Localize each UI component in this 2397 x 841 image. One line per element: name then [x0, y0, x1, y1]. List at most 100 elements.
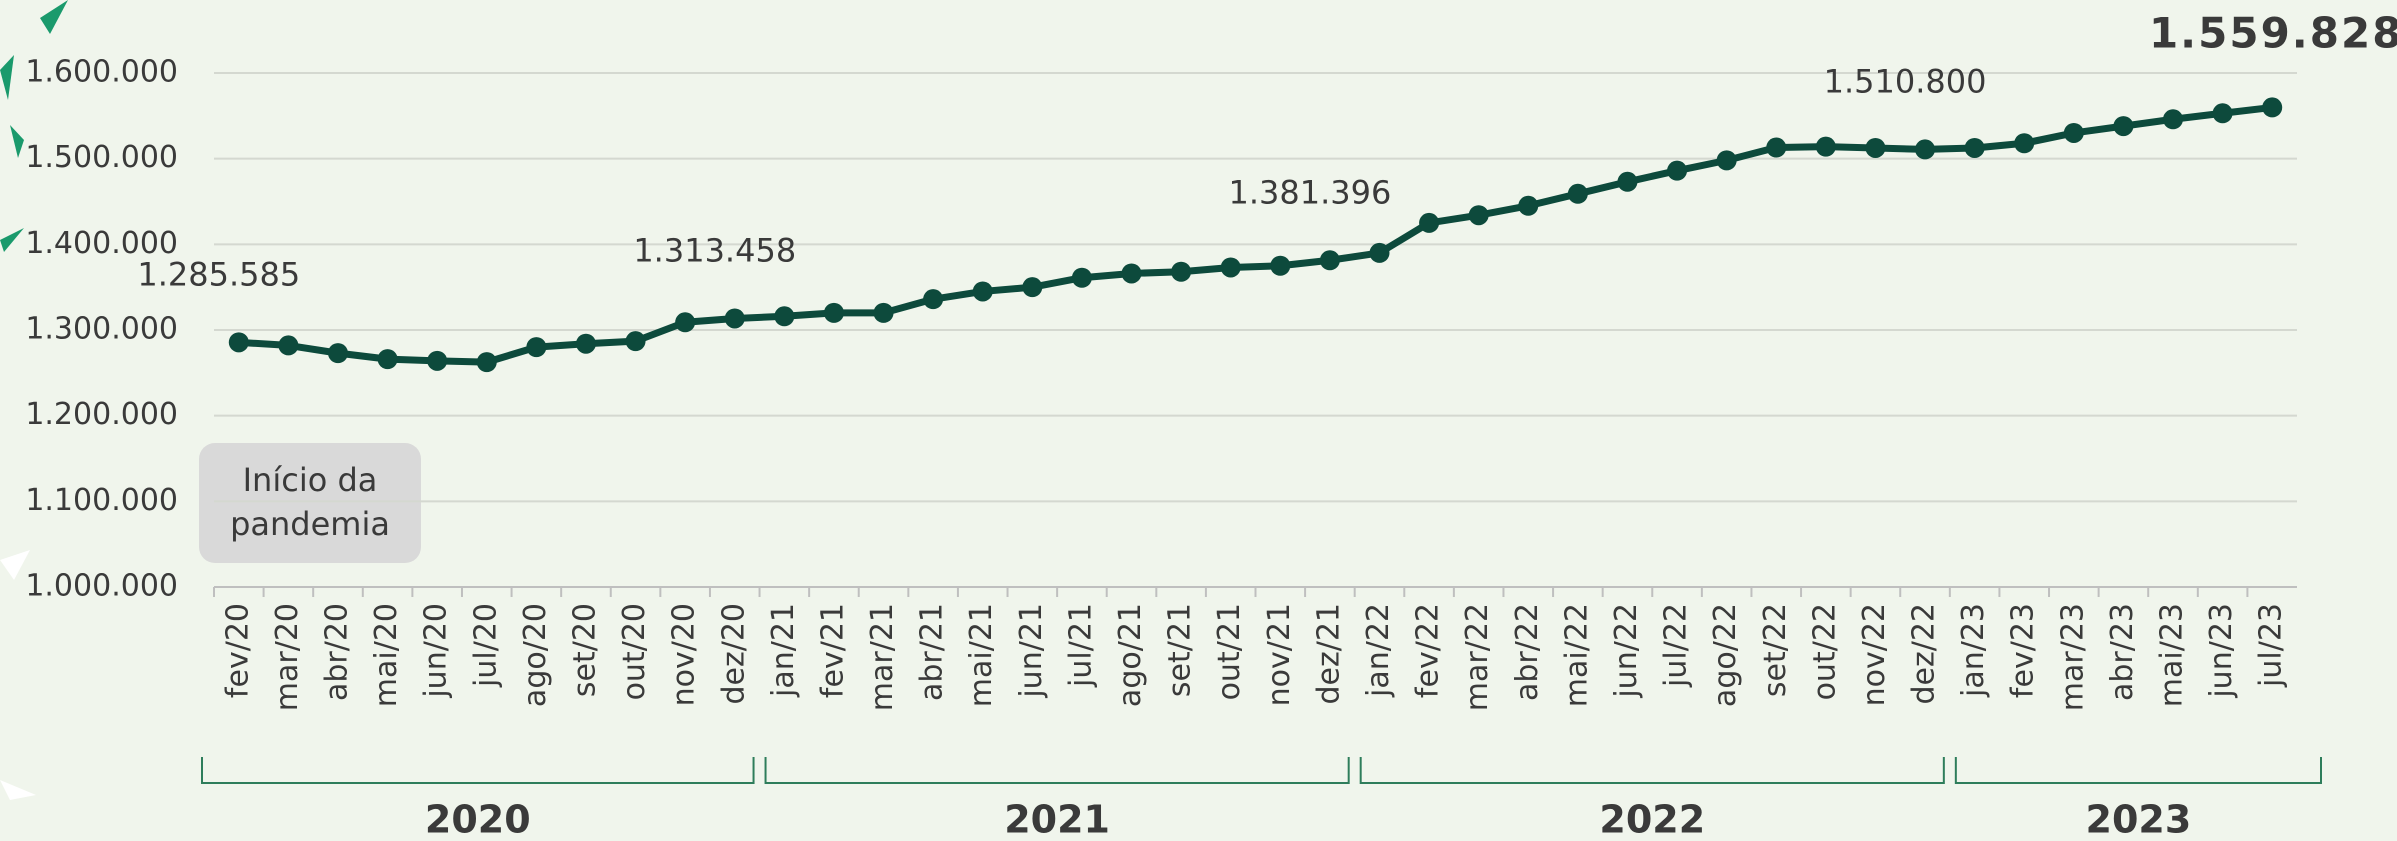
x-tick-label: jan/23	[1956, 603, 1991, 698]
x-tick-label: dez/22	[1907, 603, 1942, 705]
x-tick-label: ago/20	[518, 603, 553, 707]
chart: Início da pandemia 1.000.000 1.100.000 1.2…	[0, 0, 2397, 841]
y-tick-label: 1.500.000	[25, 140, 178, 175]
point	[2262, 97, 2282, 117]
point	[1221, 257, 1241, 277]
year-label: 2021	[1004, 798, 1110, 841]
point	[278, 335, 298, 355]
x-tick-label: set/21	[1163, 603, 1198, 697]
x-tick-label: abr/23	[2105, 603, 2140, 701]
x-tick-label: mar/22	[1460, 603, 1495, 711]
x-tick-label: jul/23	[2254, 603, 2289, 688]
x-tick-label: jun/20	[419, 603, 454, 699]
point	[2064, 123, 2084, 143]
annotation-text: pandemia	[230, 505, 390, 543]
value-label: 1.559.828	[2149, 9, 2397, 58]
leaf	[0, 55, 14, 100]
x-tick-label: jun/22	[1609, 603, 1644, 699]
point	[576, 334, 596, 354]
x-tick-label: mar/23	[2055, 603, 2090, 711]
point	[2213, 103, 2233, 123]
point	[2113, 116, 2133, 136]
x-tick-label: mai/20	[369, 603, 404, 707]
x-tick-label: set/22	[1758, 603, 1793, 697]
x-tick-label: abr/22	[1510, 603, 1545, 701]
point	[526, 337, 546, 357]
y-tick-label: 1.600.000	[25, 55, 178, 90]
x-tick-label: mar/21	[865, 603, 900, 711]
x-tick-label: out/21	[1212, 603, 1247, 700]
point	[1369, 243, 1389, 263]
x-tick-label: out/22	[1807, 603, 1842, 700]
point	[1568, 184, 1588, 204]
x-tick-label: jul/21	[1063, 603, 1098, 688]
y-tick-label: 1.200.000	[25, 397, 178, 432]
point	[2163, 109, 2183, 129]
x-tick-label: nov/22	[1857, 603, 1892, 706]
x-tick-label: nov/21	[1262, 603, 1297, 706]
year-bracket	[1956, 757, 2321, 783]
point	[477, 352, 497, 372]
year-label: 2022	[1599, 798, 1705, 841]
point	[378, 349, 398, 369]
year-bracket	[202, 757, 754, 783]
point	[1022, 277, 1042, 297]
point	[328, 343, 348, 363]
y-tick-label: 1.000.000	[25, 569, 178, 604]
point	[725, 308, 745, 328]
x-tick-label: fev/21	[815, 603, 850, 698]
x-tick-label: jun/21	[1014, 603, 1049, 699]
point	[774, 306, 794, 326]
x-tick-label: abr/20	[319, 603, 354, 701]
point	[1717, 150, 1737, 170]
x-tick-label: mai/21	[964, 603, 999, 707]
point	[923, 289, 943, 309]
value-label: 1.381.396	[1228, 173, 1391, 211]
y-tick-label: 1.100.000	[25, 483, 178, 518]
annotation: Início da pandemia	[199, 443, 421, 563]
annotation-text: Início da	[243, 461, 378, 499]
point	[1171, 262, 1191, 282]
point	[1469, 205, 1489, 225]
point	[1320, 250, 1340, 270]
point	[1915, 139, 1935, 159]
leaf	[10, 125, 24, 158]
point	[626, 331, 646, 351]
year-bracket	[766, 757, 1349, 783]
point	[1965, 138, 1985, 158]
point	[824, 303, 844, 323]
point	[1766, 138, 1786, 158]
x-tick-label: mai/22	[1559, 603, 1594, 707]
x-tick-label: mar/20	[270, 603, 305, 711]
x-tick-label: mai/23	[2155, 603, 2190, 707]
x-tick-label: fev/23	[2006, 603, 2041, 698]
x-tick-label: jul/20	[468, 603, 503, 688]
x-tick-label: abr/21	[915, 603, 950, 701]
point	[427, 351, 447, 371]
value-label: 1.285.585	[137, 255, 300, 293]
year-bracket	[1361, 757, 1944, 783]
x-tick-label: jul/22	[1659, 603, 1694, 688]
point	[2014, 133, 2034, 153]
x-tick-label: dez/21	[1311, 603, 1346, 705]
leaf	[0, 780, 36, 800]
x-tick-label: jan/22	[1361, 603, 1396, 698]
y-tick-label: 1.300.000	[25, 312, 178, 347]
point	[1518, 196, 1538, 216]
point	[1667, 161, 1687, 181]
x-tick-label: set/20	[567, 603, 602, 697]
page: Início da pandemia 1.000.000 1.100.000 1.2…	[0, 0, 2397, 841]
point	[1617, 172, 1637, 192]
point	[973, 281, 993, 301]
point	[1816, 137, 1836, 157]
value-label: 1.510.800	[1824, 62, 1987, 100]
x-tick-label: dez/20	[716, 603, 751, 705]
x-tick-label: fev/20	[220, 603, 255, 698]
point	[1122, 263, 1142, 283]
point	[675, 312, 695, 332]
x-tick-label: ago/21	[1113, 603, 1148, 707]
point	[229, 332, 249, 352]
x-tick-label: fev/22	[1411, 603, 1446, 698]
x-tick-label: out/20	[617, 603, 652, 700]
x-tick-label: ago/22	[1708, 603, 1743, 707]
